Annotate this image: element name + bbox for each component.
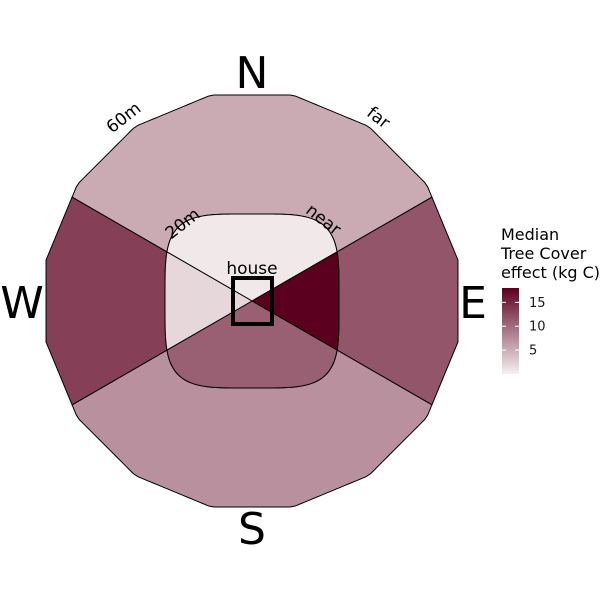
- compass-west: W: [0, 278, 44, 329]
- legend-title-line-1: Median: [501, 225, 559, 244]
- compass-east: E: [459, 278, 487, 329]
- house-label: house: [226, 259, 277, 279]
- legend-title-line-2: Tree Cover: [500, 244, 587, 263]
- sector-near-s: [166, 300, 338, 389]
- legend: Median Tree Cover effect (kg C) 5 10 15: [500, 225, 600, 374]
- legend-title-line-3: effect (kg C): [501, 263, 600, 282]
- house-box: [231, 276, 274, 326]
- legend-tick-label: 15: [529, 296, 546, 311]
- legend-colorbar: [502, 288, 519, 374]
- sector-group: [45, 94, 459, 508]
- legend-tick-label: 5: [529, 344, 537, 359]
- sector-near-n: [166, 213, 338, 302]
- compass-north: N: [236, 48, 269, 99]
- compass-south: S: [238, 504, 266, 555]
- sector-near-e: [251, 251, 340, 351]
- legend-ticks: 5 10 15: [502, 296, 546, 359]
- sector-near-w: [164, 251, 253, 351]
- legend-tick-label: 10: [529, 320, 546, 335]
